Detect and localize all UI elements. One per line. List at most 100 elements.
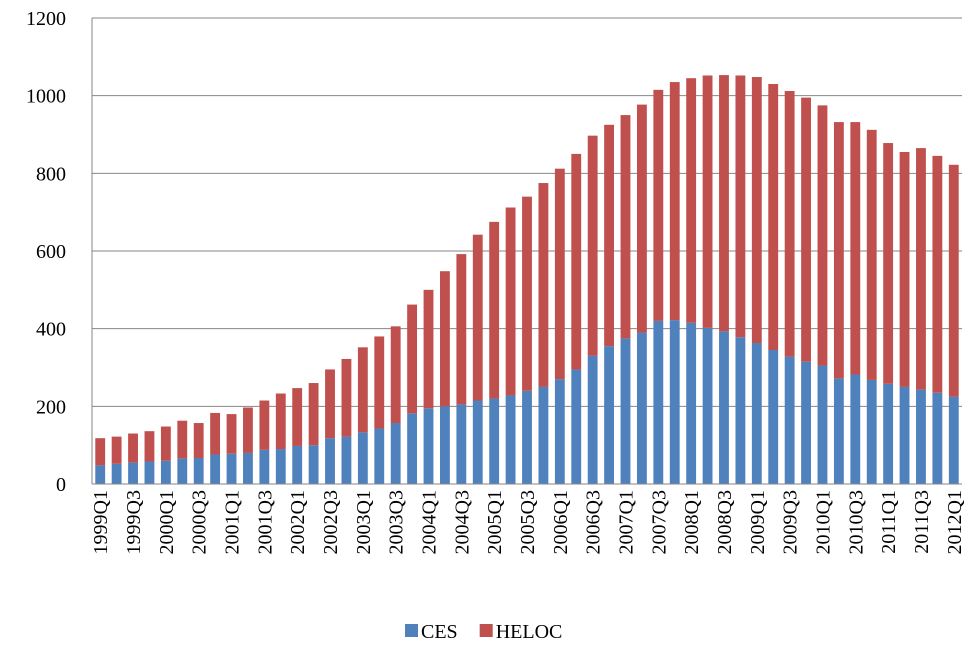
- bar-segment: [144, 431, 155, 462]
- bar-segment: [948, 164, 959, 397]
- bar-segment: [686, 322, 697, 484]
- bar-segment: [768, 350, 779, 484]
- bar-segment: [636, 104, 647, 333]
- x-tick-label: 2007Q3: [648, 490, 670, 554]
- legend-swatch: [405, 624, 418, 637]
- x-tick-label: 2008Q1: [681, 490, 703, 554]
- bar-segment: [801, 97, 811, 362]
- bar-segment: [620, 115, 631, 339]
- bar-segment: [160, 460, 171, 484]
- bar-segment: [341, 358, 352, 437]
- bar-segment: [571, 153, 582, 370]
- bar-segment: [325, 369, 335, 439]
- bar-segment: [669, 82, 680, 321]
- bar-segment: [866, 129, 877, 380]
- bar-segment: [653, 89, 664, 321]
- x-tick-label: 2003Q1: [353, 490, 375, 554]
- bar-segment: [489, 221, 500, 399]
- bar-segment: [784, 356, 795, 484]
- x-tick-label: 2010Q1: [812, 490, 834, 554]
- bar-segment: [128, 433, 138, 463]
- x-tick-label: 2006Q1: [550, 490, 572, 554]
- bar-segment: [899, 386, 910, 484]
- x-tick-label: 2009Q1: [747, 490, 769, 554]
- x-tick-label: 2002Q3: [320, 490, 342, 554]
- bar-segment: [489, 398, 500, 484]
- bar-segment: [916, 389, 926, 484]
- bar-segment: [357, 432, 368, 484]
- bar-segment: [719, 75, 729, 332]
- x-tick-label: 2009Q3: [780, 490, 802, 554]
- bar-segment: [275, 393, 286, 450]
- bar-segment: [932, 155, 943, 393]
- y-tick-label: 0: [56, 474, 66, 496]
- bar-segment: [784, 91, 795, 357]
- bar-segment: [719, 331, 729, 484]
- bar-segment: [850, 122, 861, 375]
- x-tick-label: 2005Q1: [484, 490, 506, 554]
- x-tick-label: 2008Q3: [714, 490, 736, 554]
- bar-segment: [111, 463, 122, 484]
- bar-segment: [522, 196, 532, 391]
- legend-label: CES: [421, 621, 458, 643]
- bar-segment: [505, 207, 516, 396]
- bar-segment: [636, 332, 647, 484]
- bar-segment: [916, 148, 926, 390]
- bar-segment: [833, 378, 844, 484]
- bar-segment: [587, 355, 598, 484]
- bar-segment: [735, 75, 746, 338]
- bar-segment: [128, 462, 138, 484]
- bar-segment: [505, 395, 516, 484]
- bar-segment: [374, 336, 385, 429]
- bar-segment: [801, 361, 811, 484]
- bar-segment: [456, 404, 467, 484]
- bar-segment: [554, 379, 565, 484]
- x-tick-label: 2012Q1: [944, 490, 966, 554]
- bar-segment: [456, 254, 467, 405]
- bar-segment: [95, 465, 106, 484]
- x-tick-label: 2011Q3: [911, 490, 933, 554]
- bar-segment: [374, 428, 385, 484]
- bar-segment: [833, 122, 844, 379]
- x-tick-label: 2000Q3: [189, 490, 211, 554]
- y-tick-label: 200: [36, 396, 66, 418]
- bar-segment: [751, 77, 762, 344]
- x-tick-label: 2004Q1: [419, 490, 441, 554]
- x-tick-label: 1999Q3: [123, 490, 145, 554]
- bar-segment: [308, 383, 319, 446]
- bar-segment: [423, 408, 434, 484]
- bar-segment: [259, 400, 270, 450]
- bar-segment: [193, 457, 204, 484]
- bar-segment: [571, 369, 582, 484]
- bar-segment: [653, 320, 664, 484]
- bar-segment: [522, 390, 532, 484]
- bar-segment: [210, 454, 221, 484]
- bar-segment: [177, 420, 188, 459]
- bar-segment: [850, 374, 861, 484]
- bar-segment: [111, 436, 122, 464]
- bar-segment: [686, 78, 697, 323]
- bar-segment: [883, 383, 894, 484]
- bar-segment: [95, 438, 106, 466]
- bar-segment: [538, 183, 549, 387]
- bar-segment: [177, 458, 188, 484]
- bar-segment: [768, 84, 779, 351]
- y-tick-label: 1000: [26, 86, 66, 108]
- bar-segment: [472, 400, 483, 484]
- x-tick-label: 2007Q1: [615, 490, 637, 554]
- bar-segment: [817, 105, 828, 366]
- bar-segment: [160, 426, 171, 461]
- bar-segment: [883, 143, 894, 384]
- bar-segment: [357, 347, 368, 433]
- x-tick-label: 2010Q3: [845, 490, 867, 554]
- bar-segment: [193, 423, 204, 458]
- x-tick-label: 2003Q3: [386, 490, 408, 554]
- bar-segment: [932, 392, 943, 484]
- bar-segment: [702, 75, 713, 328]
- x-tick-label: 2001Q1: [222, 490, 244, 554]
- bar-segment: [407, 413, 418, 484]
- x-tick-label: 2006Q3: [583, 490, 605, 554]
- x-tick-label: 1999Q1: [90, 490, 112, 554]
- bar-segment: [243, 452, 253, 484]
- bar-segment: [292, 445, 303, 484]
